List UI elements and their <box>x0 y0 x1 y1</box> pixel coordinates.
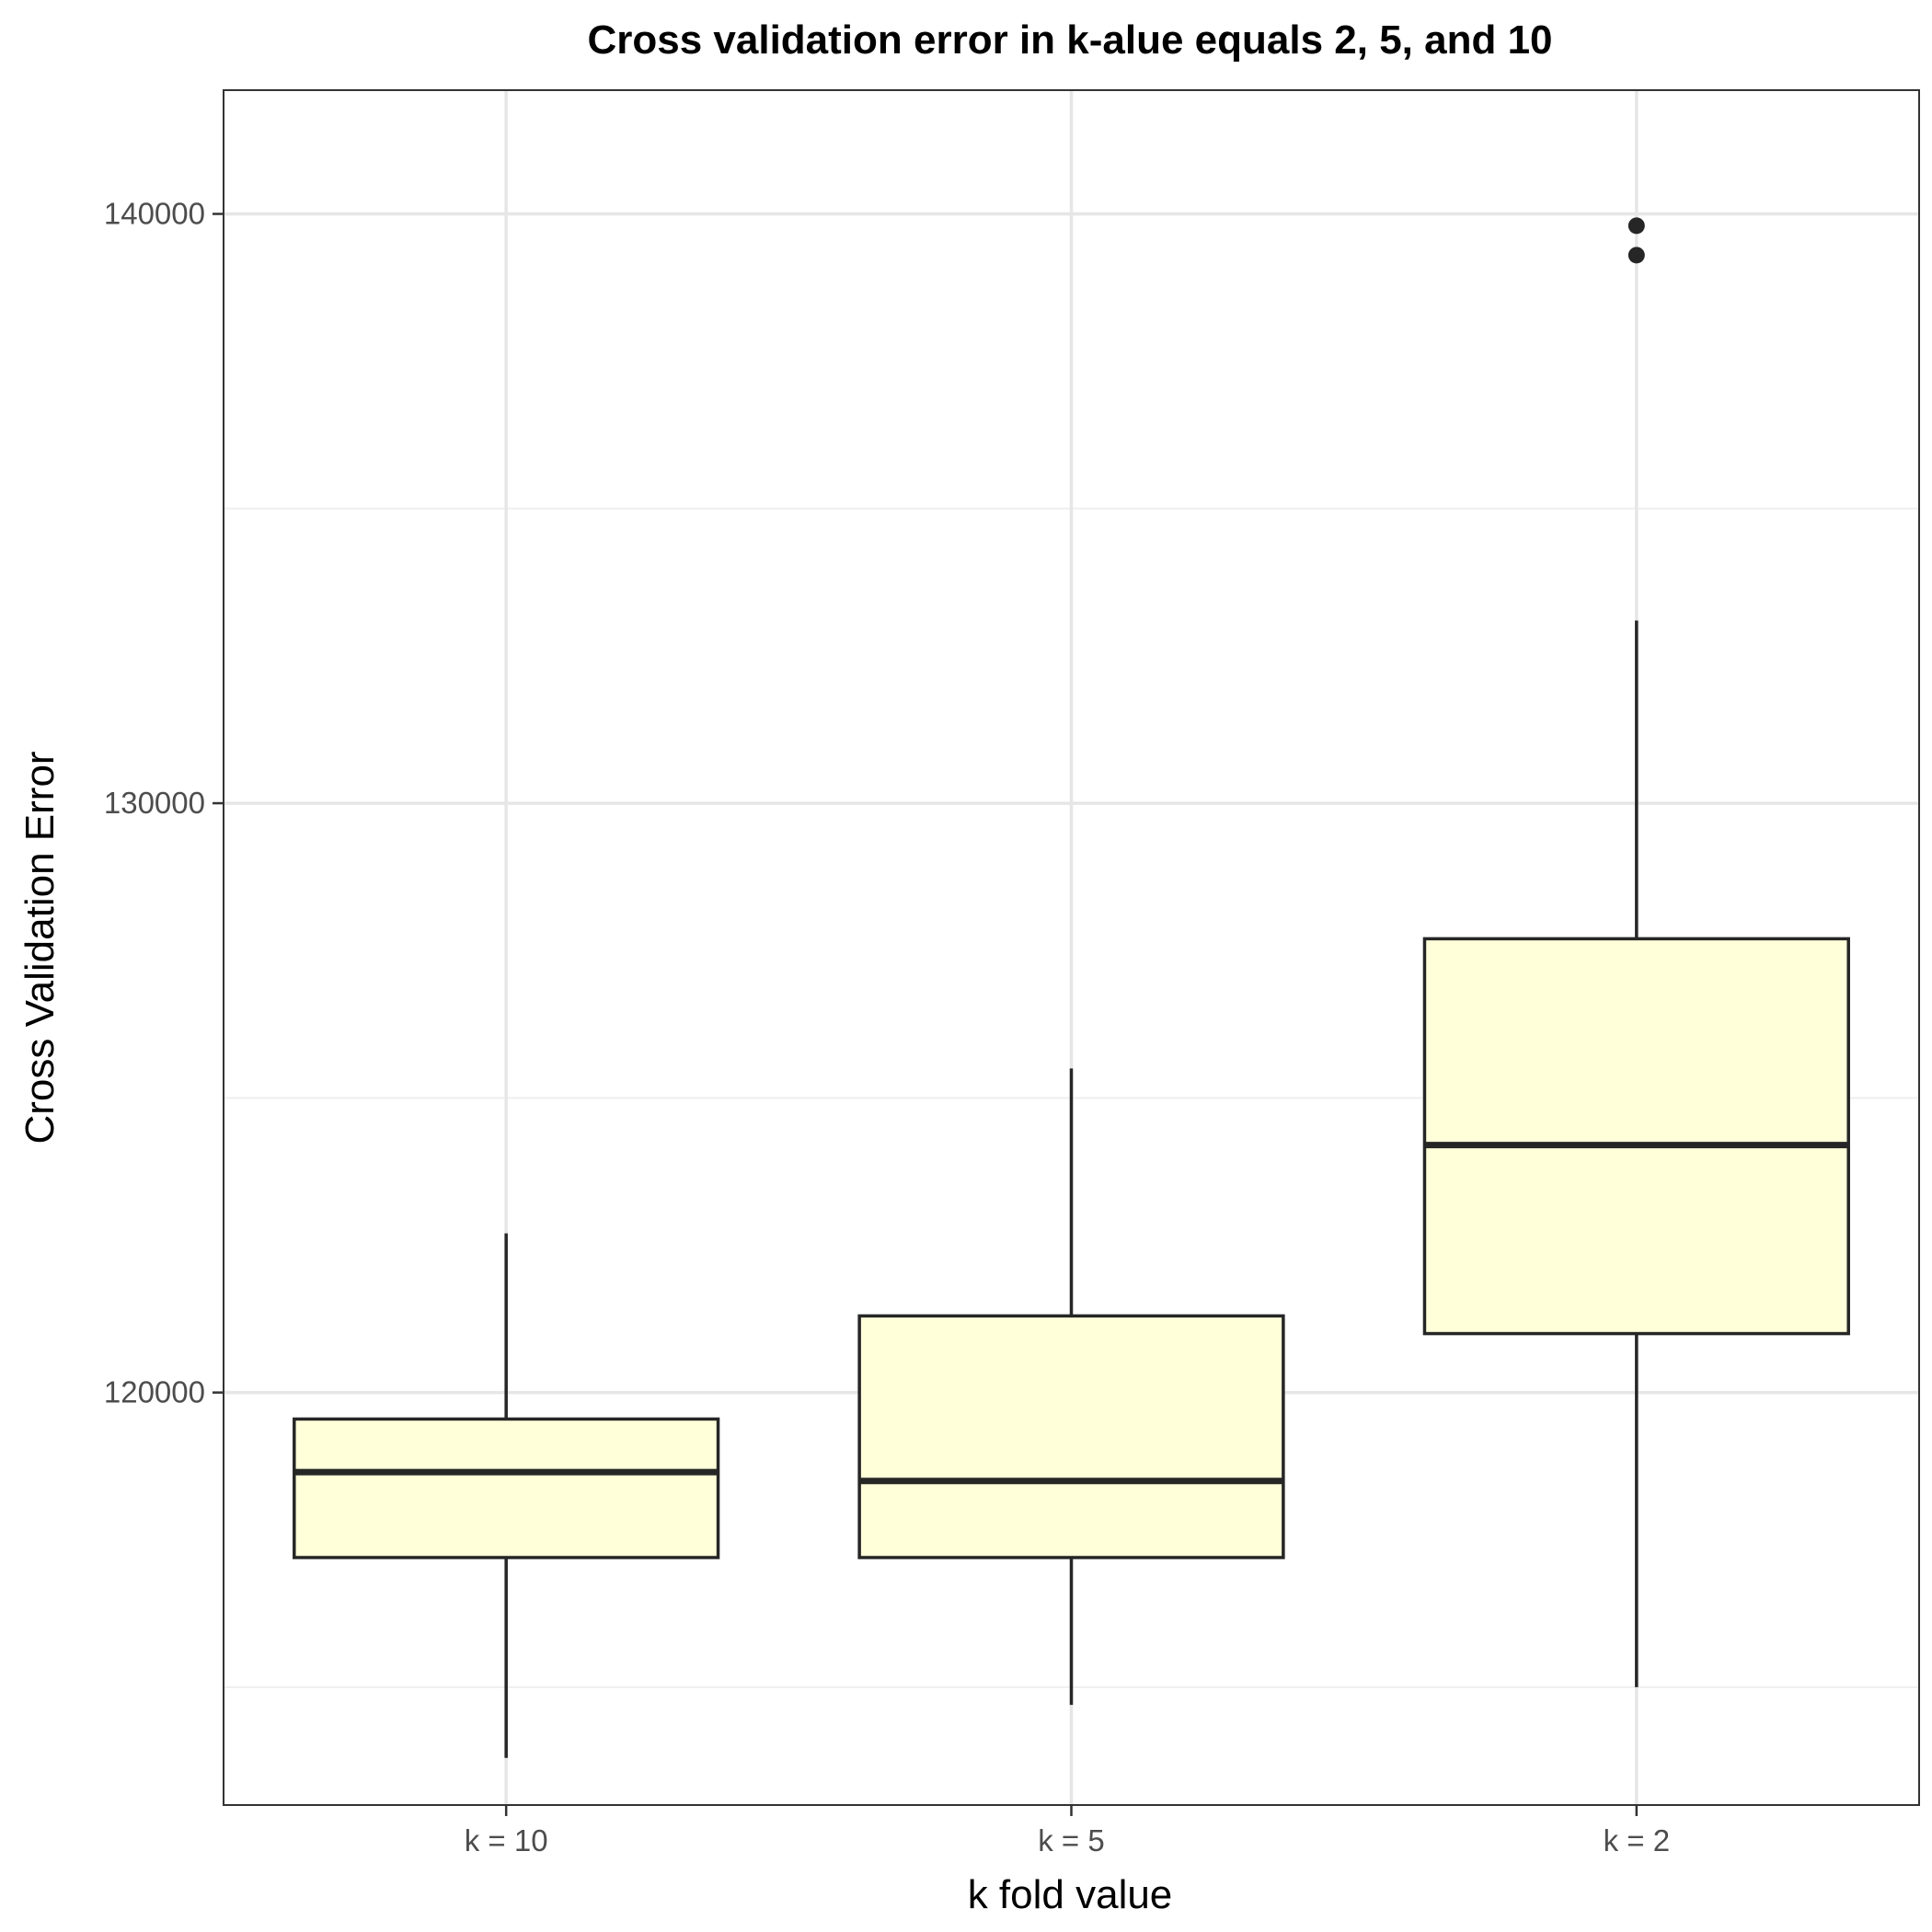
axes: 120000 130000 140000 k = 10 k = 5 k = 2 <box>104 197 1670 1857</box>
x-tick-label: k = 2 <box>1604 1823 1670 1857</box>
y-tick-label: 140000 <box>104 197 205 231</box>
x-tick-label: k = 5 <box>1038 1823 1104 1857</box>
y-tick-label: 130000 <box>104 786 205 820</box>
x-tick-label: k = 10 <box>465 1823 548 1857</box>
chart-title: Cross validation error in k-alue equals … <box>587 17 1552 63</box>
y-tick-label: 120000 <box>104 1375 205 1409</box>
box-3 <box>1422 217 1850 1687</box>
y-axis-title: Cross Validation Error <box>17 751 63 1144</box>
outlier-point <box>1627 247 1645 264</box>
iqr-box <box>857 1314 1285 1559</box>
iqr-box <box>1422 937 1850 1336</box>
outlier-point <box>1627 217 1645 235</box>
box-1 <box>293 1233 720 1758</box>
iqr-box <box>293 1417 720 1559</box>
x-axis-title: k fold value <box>968 1872 1173 1917</box>
box-2 <box>857 1068 1285 1706</box>
box-series <box>293 217 1850 1758</box>
